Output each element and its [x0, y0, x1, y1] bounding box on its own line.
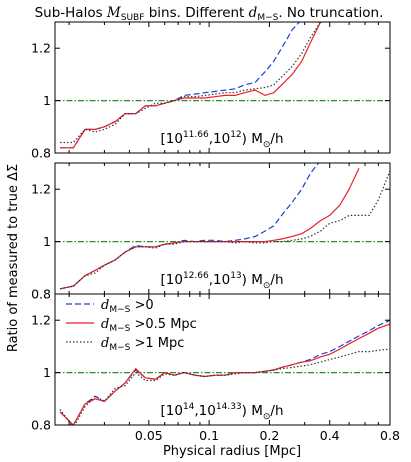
y-tick-label: 0.8	[31, 146, 51, 161]
y-tick-label: 1.2	[31, 41, 51, 56]
x-tick-label: 0.8	[380, 428, 400, 443]
y-tick-label: 1	[43, 234, 51, 249]
series-line-d1	[59, 348, 390, 425]
x-tick-label: 0.2	[259, 428, 279, 443]
x-axis-label: Physical radius [Mpc]	[163, 444, 301, 459]
legend: dM−S >0 dM−S >0.5 Mpc dM−S >1 Mpc	[66, 298, 197, 353]
series-line-d05	[59, 323, 390, 425]
y-axis-label: Ratio of measured to true ΔΣ	[6, 164, 21, 352]
series-line-d05	[59, 167, 360, 290]
panel-mass-label: [1014,1014.33) M⊙/h	[160, 402, 283, 422]
y-tick-label: 1.2	[31, 313, 51, 328]
panel-1: 0.8 1 1.2 [1011.66,1012) M⊙/h	[31, 21, 391, 161]
y-tick-label: 0.8	[31, 287, 51, 302]
axes-frame	[54, 293, 391, 426]
series-line-d1	[59, 170, 390, 290]
x-tick-label: 0.05	[135, 428, 163, 443]
panel-2: 0.8 1 1.2 [1012.66,1013) M⊙/h	[31, 162, 391, 302]
title-d-sub: M−S	[257, 13, 278, 23]
legend-label-d05: dM−S >0.5 Mpc	[101, 317, 197, 334]
legend-label-d1: dM−S >1 Mpc	[101, 336, 184, 353]
series-line-d05	[60, 22, 322, 149]
panel-3: 0.8 1 1.2 0.05 0.1 0.2 0.4 0.8 [1014,1014.33) M⊙…	[31, 293, 400, 443]
title-m-sub: SUBF	[121, 13, 145, 23]
title-suffix: . No truncation.	[278, 5, 383, 21]
legend-label-d0: dM−S >0	[101, 298, 154, 315]
title-mid: bins. Different	[144, 5, 248, 21]
x-tick-label: 0.4	[320, 428, 340, 443]
title-prefix: Sub-Halos	[35, 5, 107, 21]
title-m: M	[106, 5, 122, 21]
x-tick-label: 0.1	[199, 428, 219, 443]
title-d: d	[249, 5, 258, 21]
y-tick-label: 1	[43, 365, 51, 380]
panel-mass-label: [1012.66,1013) M⊙/h	[160, 271, 283, 291]
y-tick-label: 1.2	[31, 182, 51, 197]
figure-title: Sub-Halos MSUBF bins. Different dM−S. No…	[35, 5, 384, 23]
series-line-d0	[59, 163, 320, 290]
y-tick-label: 0.8	[31, 418, 51, 433]
axes-frame	[54, 21, 391, 154]
panels-group: 0.8 1 1.2 [1011.66,1012) M⊙/h 0.8 1 1.2 [1012.6…	[31, 21, 400, 443]
y-tick-label: 1	[43, 93, 51, 108]
panel-mass-label: [1011.66,1012) M⊙/h	[160, 130, 283, 150]
series-line-d1	[60, 22, 322, 144]
